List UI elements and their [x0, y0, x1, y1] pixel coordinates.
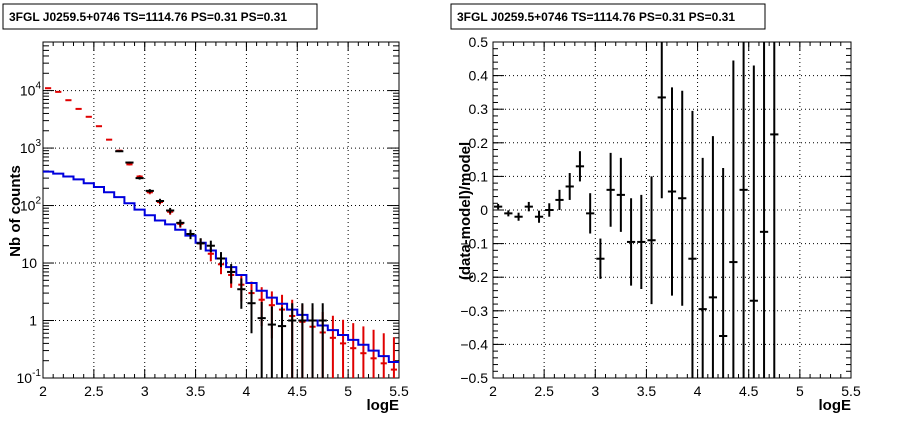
counts-x-tick-label: 3.5	[186, 383, 206, 399]
counts-x-tick-label: 2.5	[84, 383, 104, 399]
counts-y-tick-label: 103	[20, 138, 42, 156]
counts-grid	[43, 42, 399, 378]
counts-x-tick-label: 4.5	[288, 383, 308, 399]
residual-y-axis-label: (data-model)/model	[457, 142, 474, 280]
counts-y-axis-label: Nb of counts	[7, 165, 24, 257]
residual-y-tick-label: −0.2	[460, 269, 488, 285]
counts-title-box: 3FGL J0259.5+0746 TS=1114.76 PS=0.31 PS=…	[2, 3, 318, 30]
residual-x-tick-label: 5	[796, 383, 804, 399]
counts-y-tick-label: 1	[29, 313, 37, 329]
counts-title-frame	[2, 3, 318, 30]
residual-y-tick-label: −0.4	[460, 336, 488, 352]
residual-y-tick-label: 0.2	[469, 135, 489, 151]
residual-y-tick-label: 0.1	[469, 168, 489, 184]
residual-x-tick-label: 3.5	[637, 383, 657, 399]
residual-y-tick-label: 0.4	[469, 68, 489, 84]
residual-x-tick-label: 3	[591, 383, 599, 399]
residual-data	[494, 42, 779, 378]
residual-title-box: 3FGL J0259.5+0746 TS=1114.76 PS=0.31 PS=…	[450, 3, 766, 30]
residual-x-tick-label: 4	[694, 383, 702, 399]
counts-x-axis-label: logE	[367, 397, 400, 414]
residual-y-tick-label: −0.3	[460, 303, 488, 319]
residual-y-tick-label: 0.5	[469, 34, 489, 50]
residual-plot: 2 2.5 3 3.5 4 4.5 5 5.5 −0.5 −0.4 −0.3 −0.2 −0.1 0 0.1…	[457, 34, 861, 414]
counts-x-tick-label: 4	[243, 383, 251, 399]
residual-title: 3FGL J0259.5+0746 TS=1114.76 PS=0.31 PS=…	[457, 10, 735, 24]
residual-tick-labels: 2 2.5 3 3.5 4 4.5 5 5.5 −0.5 −0.4 −0.3 −0.2 −0.1 0 0.1…	[460, 34, 861, 399]
residual-y-tick-label: −0.5	[460, 370, 488, 386]
counts-axis-ticks	[42, 42, 400, 379]
counts-y-tick-label: 104	[20, 81, 42, 99]
residual-x-axis-label: logE	[819, 397, 852, 414]
counts-x-tick-label: 5.5	[389, 383, 409, 399]
residual-y-tick-label: 0	[480, 202, 488, 218]
residual-y-tick-label: −0.1	[460, 236, 488, 252]
counts-plot-frame	[42, 41, 400, 379]
counts-x-tick-label: 3	[141, 383, 149, 399]
residual-x-tick-label: 2	[489, 383, 497, 399]
residual-y-tick-label: 0.3	[469, 101, 489, 117]
counts-x-tick-label: 5	[344, 383, 352, 399]
residual-grid	[493, 42, 851, 378]
counts-y-tick-label: 10	[21, 255, 37, 271]
residual-x-tick-label: 4.5	[739, 383, 759, 399]
counts-title: 3FGL J0259.5+0746 TS=1114.76 PS=0.31 PS=…	[9, 10, 287, 24]
residual-x-tick-label: 2.5	[534, 383, 554, 399]
counts-y-tick-label: 10-1	[17, 368, 42, 386]
residual-title-frame	[450, 3, 766, 30]
counts-data	[43, 87, 399, 378]
counts-x-tick-label: 2	[39, 383, 47, 399]
residual-x-tick-label: 5.5	[841, 383, 861, 399]
residual-axis-ticks	[492, 41, 852, 379]
